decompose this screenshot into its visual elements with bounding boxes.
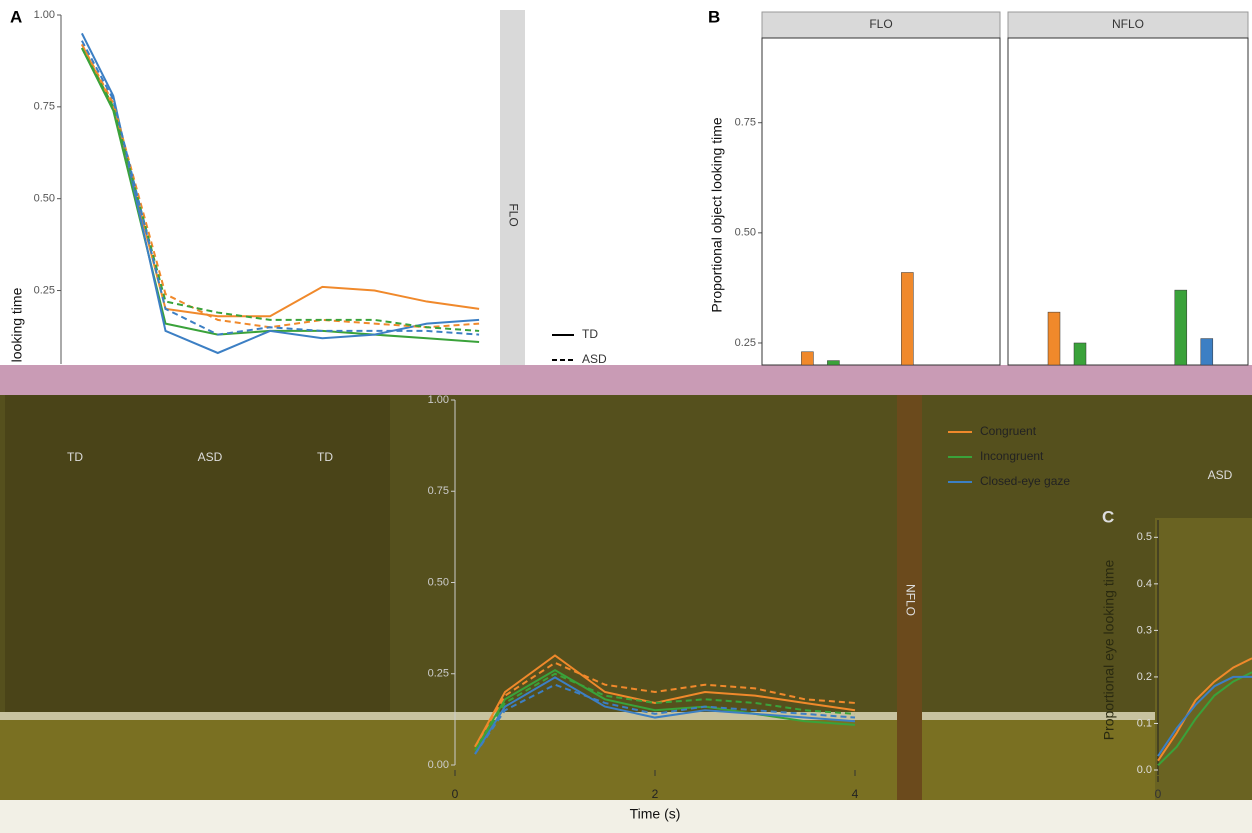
x-tick-label: 0 bbox=[1155, 787, 1162, 801]
group-label: ASD bbox=[198, 450, 223, 464]
facet-label: NFLO bbox=[1112, 17, 1144, 31]
bar bbox=[1201, 339, 1213, 365]
line-series bbox=[82, 33, 479, 353]
y-tick-label: 0.25 bbox=[428, 668, 449, 680]
y-tick-label: 0.75 bbox=[34, 101, 55, 113]
figure: A B C looking time Time (s) Proportional… bbox=[0, 0, 1252, 833]
bar bbox=[1175, 290, 1187, 365]
legend-label: TD bbox=[582, 327, 598, 341]
glitch-strip bbox=[0, 365, 1252, 395]
y-tick-label: 0.1 bbox=[1137, 717, 1152, 729]
glitch-panel bbox=[5, 395, 390, 715]
y-axis-title: looking time bbox=[9, 287, 25, 362]
line-series bbox=[82, 48, 479, 331]
glitch-band bbox=[0, 720, 1252, 800]
bar bbox=[801, 352, 813, 365]
line-series bbox=[82, 48, 479, 342]
bar bbox=[901, 272, 913, 365]
y-tick-label: 0.75 bbox=[735, 117, 756, 129]
facet-strip bbox=[500, 10, 525, 365]
legend-label: ASD bbox=[582, 352, 607, 366]
facet-label: FLO bbox=[869, 17, 892, 31]
bar bbox=[827, 361, 839, 365]
legend-label: Congruent bbox=[980, 424, 1037, 438]
x-tick-label: 0 bbox=[452, 787, 459, 801]
x-tick-label: 4 bbox=[852, 787, 859, 801]
plot-frame bbox=[1008, 38, 1248, 365]
glitch-band bbox=[0, 712, 1252, 720]
x-axis-title: Time (s) bbox=[630, 806, 681, 822]
y-tick-label: 0.2 bbox=[1137, 671, 1152, 683]
bar bbox=[1048, 312, 1060, 365]
y-axis-title: Proportional object looking time bbox=[709, 117, 725, 313]
glitch-panel bbox=[1155, 518, 1252, 800]
line-series bbox=[82, 41, 479, 335]
y-tick-label: 0.25 bbox=[735, 337, 756, 349]
facet-label: NFLO bbox=[903, 584, 917, 616]
y-tick-label: 0.00 bbox=[428, 759, 449, 771]
y-tick-label: 0.4 bbox=[1137, 578, 1152, 590]
panel-label: B bbox=[708, 7, 720, 26]
panel-label: C bbox=[1102, 507, 1114, 526]
y-tick-label: 1.00 bbox=[428, 394, 449, 406]
legend-label: Closed-eye gaze bbox=[980, 474, 1070, 488]
y-tick-label: 1.00 bbox=[34, 9, 55, 21]
glitch-footer bbox=[0, 800, 1252, 833]
y-tick-label: 0.50 bbox=[34, 193, 55, 205]
line-series bbox=[82, 44, 479, 316]
y-axis-title: Proportional eye looking time bbox=[1101, 560, 1117, 741]
line-series bbox=[82, 44, 479, 327]
bar bbox=[1074, 343, 1086, 365]
facet-label: FLO bbox=[506, 203, 520, 226]
panel-label: A bbox=[10, 7, 22, 26]
legend-label: Incongruent bbox=[980, 449, 1044, 463]
group-label: ASD bbox=[1208, 468, 1233, 482]
group-label: TD bbox=[67, 450, 83, 464]
x-tick-label: 2 bbox=[652, 787, 659, 801]
y-tick-label: 0.50 bbox=[428, 576, 449, 588]
y-tick-label: 0.25 bbox=[34, 284, 55, 296]
y-tick-label: 0.5 bbox=[1137, 531, 1152, 543]
y-tick-label: 0.50 bbox=[735, 227, 756, 239]
y-tick-label: 0.3 bbox=[1137, 624, 1152, 636]
plot-frame bbox=[762, 38, 1000, 365]
y-tick-label: 0.75 bbox=[428, 485, 449, 497]
group-label: TD bbox=[317, 450, 333, 464]
y-tick-label: 0.0 bbox=[1137, 764, 1152, 776]
